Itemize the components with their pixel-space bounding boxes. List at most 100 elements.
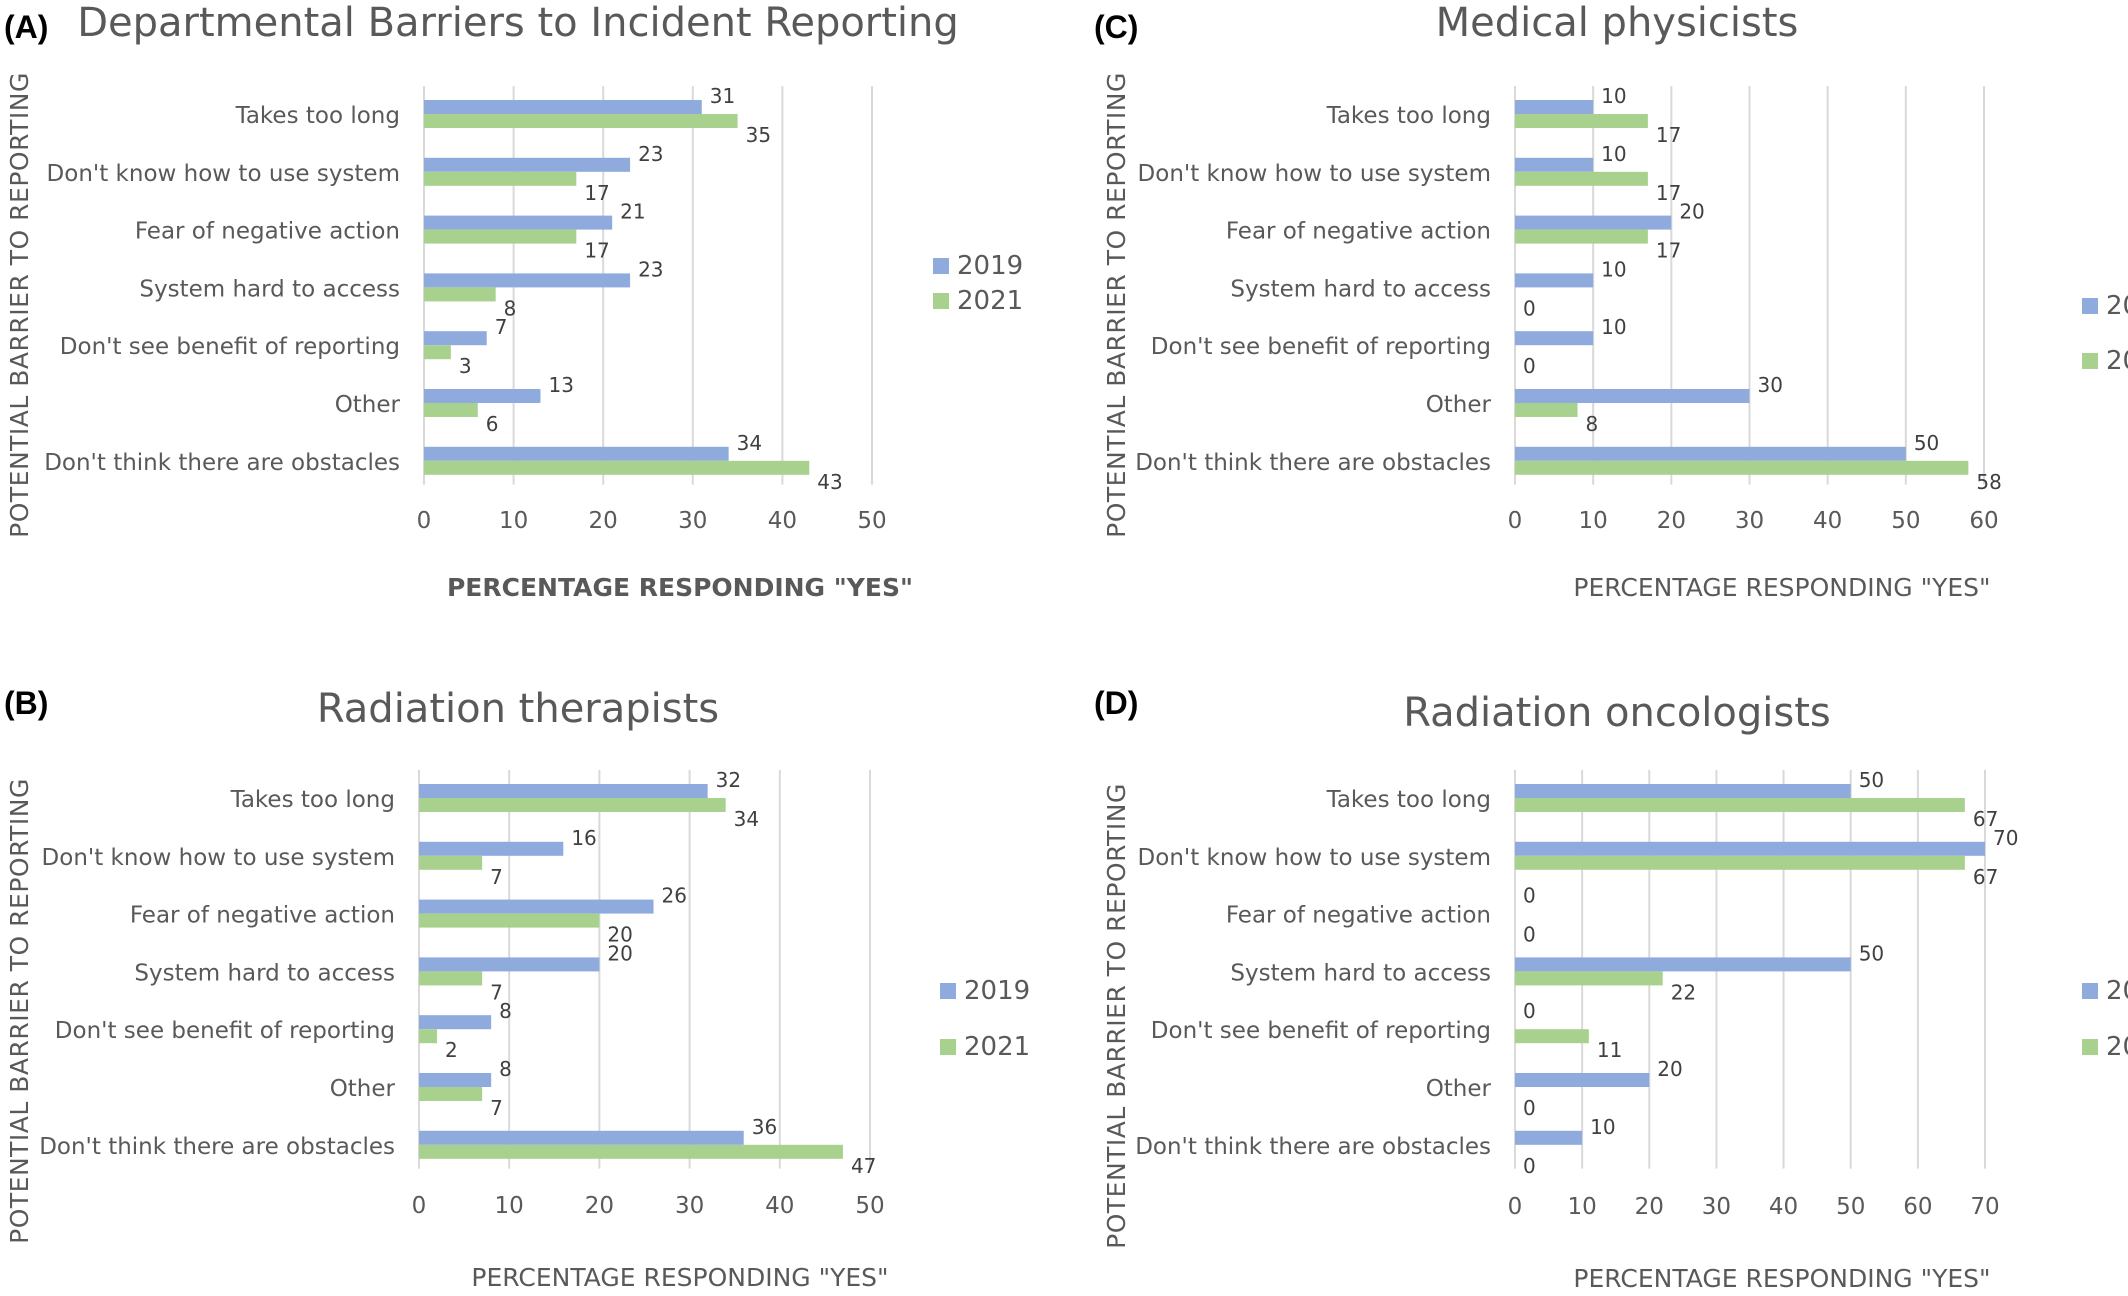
bar-2019 (1515, 273, 1594, 288)
data-label: 36 (752, 1115, 777, 1139)
bar-2019 (1515, 331, 1594, 346)
x-tick-label: 10 (499, 508, 528, 534)
category-label: Fear of negative action (1226, 219, 1491, 245)
data-label: 32 (716, 768, 741, 792)
data-label: 16 (571, 826, 596, 850)
bar-2021 (419, 913, 600, 928)
data-label: 50 (1914, 431, 1939, 455)
data-label: 11 (1597, 1038, 1622, 1062)
bar-2021 (419, 1144, 843, 1159)
data-label: 20 (1679, 200, 1704, 224)
bar-2019 (419, 957, 600, 972)
category-label: Don't know how to use system (42, 845, 395, 871)
data-label: 0 (1523, 354, 1536, 378)
chart-panel-c: (C) Medical physicists 0 10 20 30 40 50 60 Takes … (1094, 0, 2128, 602)
data-label: 17 (584, 239, 609, 263)
bar-2019 (1515, 215, 1672, 230)
x-tick-label: 0 (412, 1193, 427, 1219)
data-label: 17 (584, 181, 609, 205)
bar-2021 (1515, 229, 1648, 244)
bar-2019 (424, 157, 631, 172)
data-label: 50 (1859, 768, 1884, 792)
data-label: 67 (1973, 807, 1998, 831)
data-label: 3 (459, 354, 472, 378)
x-tick-label: 50 (857, 508, 886, 534)
panel-label: (B) (4, 685, 48, 721)
category-label: Fear of negative action (135, 219, 400, 245)
category-label: Fear of negative action (1226, 903, 1491, 929)
data-label: 7 (490, 865, 503, 889)
bar-2019 (1515, 957, 1851, 972)
bar-2019 (424, 331, 487, 346)
bar-2021 (424, 229, 577, 244)
category-label: Don't think there are obstacles (39, 1134, 395, 1160)
legend-label-2019: 2019 (2106, 976, 2128, 1006)
chart-panel-b: (B) Radiation therapists 0 10 20 30 40 50 Takes … (4, 685, 1030, 1292)
data-label: 0 (1523, 1096, 1536, 1120)
data-label: 10 (1601, 257, 1626, 281)
data-label: 21 (620, 200, 645, 224)
data-label: 6 (486, 412, 499, 436)
category-label: Don't know how to use system (1138, 845, 1491, 871)
data-label: 23 (638, 142, 663, 166)
y-axis-title: POTENTIAL BARRIER TO REPORTING (1102, 72, 1131, 538)
legend-swatch-2019 (2082, 983, 2098, 999)
data-label: 2 (445, 1038, 458, 1062)
data-label: 7 (490, 1096, 503, 1120)
x-tick-label: 30 (678, 508, 707, 534)
legend-label-2019: 2019 (2106, 291, 2128, 321)
data-label: 10 (1590, 1115, 1615, 1139)
category-label: Other (330, 1076, 396, 1102)
bar-2019 (1515, 1073, 1650, 1087)
category-label: Takes too long (1326, 103, 1491, 129)
x-axis-title: PERCENTAGE RESPONDING "YES" (1573, 1264, 1990, 1293)
x-tick-label: 50 (855, 1193, 884, 1219)
x-tick-label: 40 (1769, 1194, 1798, 1220)
x-tick-label: 40 (765, 1193, 794, 1219)
category-label: System hard to access (1230, 960, 1491, 986)
data-label: 0 (1523, 1154, 1536, 1178)
category-label: Takes too long (230, 787, 395, 813)
data-label: 50 (1859, 941, 1884, 965)
category-label: Don't think there are obstacles (1135, 450, 1491, 476)
data-label: 31 (710, 84, 735, 108)
data-label: 43 (817, 470, 842, 494)
legend-label-2021: 2021 (964, 1032, 1030, 1062)
y-axis-title: POTENTIAL BARRIER TO REPORTING (5, 778, 34, 1244)
x-tick-label: 50 (1891, 508, 1920, 534)
bar-2021 (1515, 971, 1663, 986)
legend-label-2021: 2021 (957, 286, 1023, 316)
x-axis-title: PERCENTAGE RESPONDING "YES" (471, 1263, 888, 1292)
bar-2021 (424, 403, 478, 417)
category-label: Other (335, 392, 401, 418)
bar-2019 (1515, 841, 1985, 856)
panel-label: (D) (1094, 685, 1138, 721)
x-tick-label: 20 (1657, 508, 1686, 534)
panel-label: (A) (4, 9, 48, 45)
legend-swatch-2021 (933, 293, 949, 309)
data-label: 17 (1656, 181, 1681, 205)
category-label: Takes too long (1326, 787, 1491, 813)
chart-title: Radiation oncologists (1403, 690, 1831, 736)
x-tick-label: 60 (1903, 1194, 1932, 1220)
chart-panel-d: (D) Radiation oncologists 0 10 20 30 40 50 60 70 T… (1094, 685, 2128, 1293)
data-label: 26 (662, 884, 687, 908)
data-label: 8 (1586, 412, 1599, 436)
data-label: 0 (1523, 884, 1536, 908)
bar-2021 (1515, 798, 1965, 812)
bar-2019 (424, 215, 613, 230)
panel-label: (C) (1094, 9, 1138, 45)
bar-2021 (424, 114, 738, 128)
legend-swatch-2019 (2082, 298, 2098, 314)
data-label: 58 (1976, 470, 2001, 494)
bar-2021 (424, 345, 451, 360)
data-label: 10 (1601, 142, 1626, 166)
chart-title: Radiation therapists (317, 686, 719, 732)
bar-2021 (419, 798, 726, 812)
category-label: Don't see benefit of reporting (60, 334, 400, 360)
bar-2019 (424, 100, 702, 114)
data-label: 8 (499, 1057, 512, 1081)
data-label: 20 (1657, 1057, 1682, 1081)
data-label: 70 (1993, 826, 2018, 850)
